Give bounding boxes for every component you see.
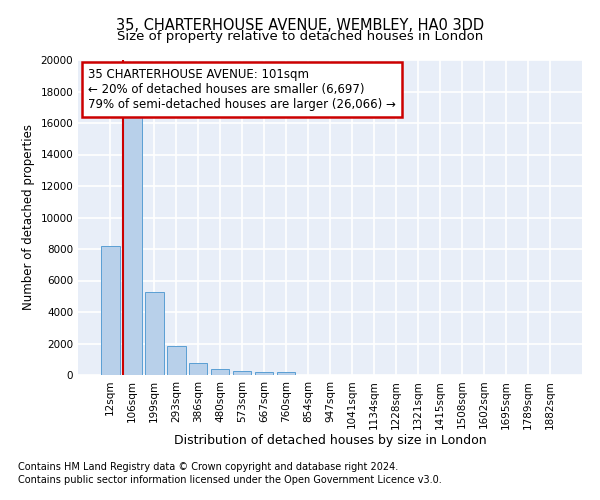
Bar bbox=[233, 370, 251, 375]
Bar bbox=[101, 246, 119, 375]
Bar bbox=[211, 369, 229, 375]
Bar bbox=[123, 113, 142, 375]
Text: 35 CHARTERHOUSE AVENUE: 101sqm
← 20% of detached houses are smaller (6,697)
79% : 35 CHARTERHOUSE AVENUE: 101sqm ← 20% of … bbox=[88, 68, 396, 111]
X-axis label: Distribution of detached houses by size in London: Distribution of detached houses by size … bbox=[173, 434, 487, 447]
Text: Size of property relative to detached houses in London: Size of property relative to detached ho… bbox=[117, 30, 483, 43]
Bar bbox=[167, 346, 185, 375]
Bar bbox=[189, 363, 208, 375]
Bar bbox=[145, 292, 164, 375]
Text: Contains public sector information licensed under the Open Government Licence v3: Contains public sector information licen… bbox=[18, 475, 442, 485]
Text: Contains HM Land Registry data © Crown copyright and database right 2024.: Contains HM Land Registry data © Crown c… bbox=[18, 462, 398, 472]
Bar bbox=[255, 372, 274, 375]
Y-axis label: Number of detached properties: Number of detached properties bbox=[22, 124, 35, 310]
Text: 35, CHARTERHOUSE AVENUE, WEMBLEY, HA0 3DD: 35, CHARTERHOUSE AVENUE, WEMBLEY, HA0 3D… bbox=[116, 18, 484, 32]
Bar bbox=[277, 372, 295, 375]
